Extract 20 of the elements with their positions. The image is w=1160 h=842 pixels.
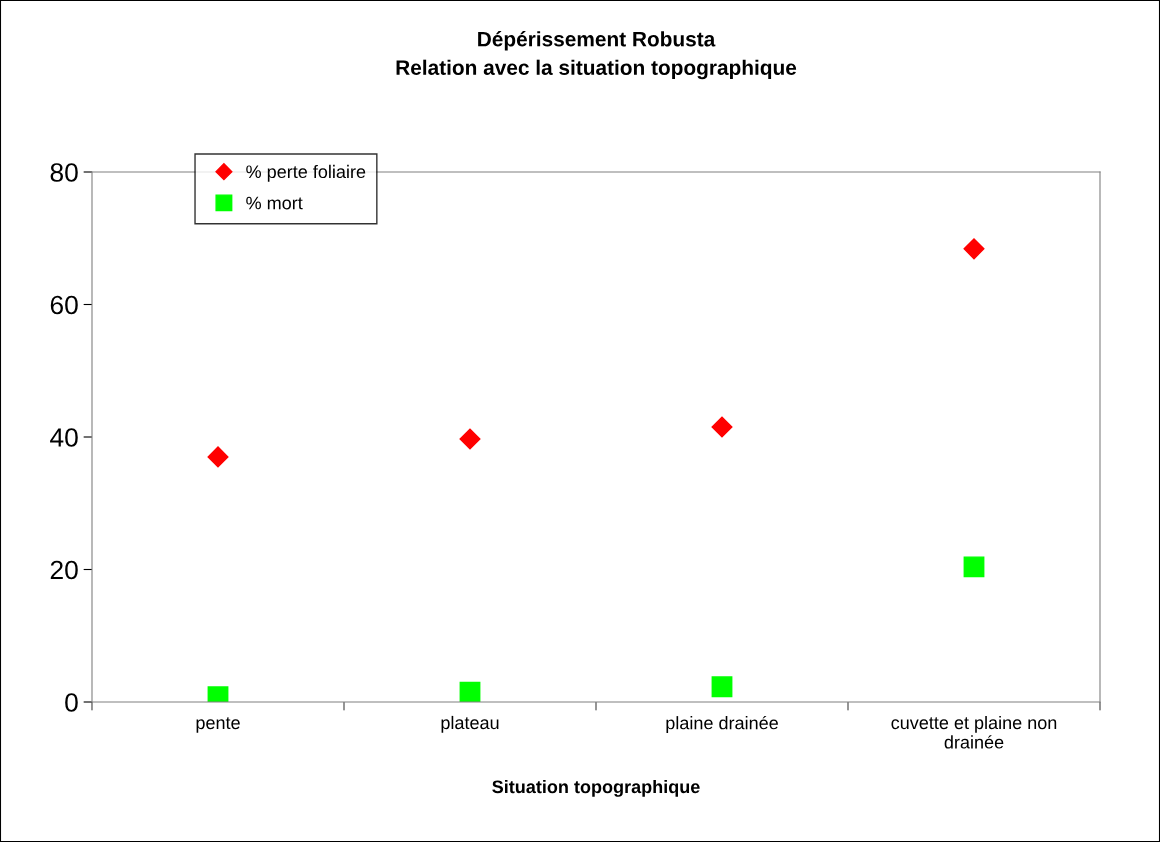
x-tick-label: plaine drainée [666,715,778,733]
y-tick-label: 60 [50,295,78,315]
point [459,428,481,450]
y-tick-label: 0 [65,693,78,712]
point [711,676,733,698]
y-tick-label: 40 [50,428,78,447]
x-axis-title: Situation topographique [492,779,700,797]
point [459,681,481,702]
point [711,416,733,438]
point [963,238,985,260]
x-tick-label: plateau [441,715,499,733]
point [963,556,985,578]
legend-label: % perte foliaire [246,164,366,182]
y-tick-label: 80 [50,163,78,182]
y-tick-label: 20 [50,560,78,580]
chart-title: Dépérissement Robusta Relation avec la situation topographique [396,31,797,80]
x-tick-label: cuvette et plaine non drainée [891,715,1057,749]
legend-label: % mort [246,196,303,210]
x-tick-label: pente [196,717,240,733]
point [207,446,229,468]
